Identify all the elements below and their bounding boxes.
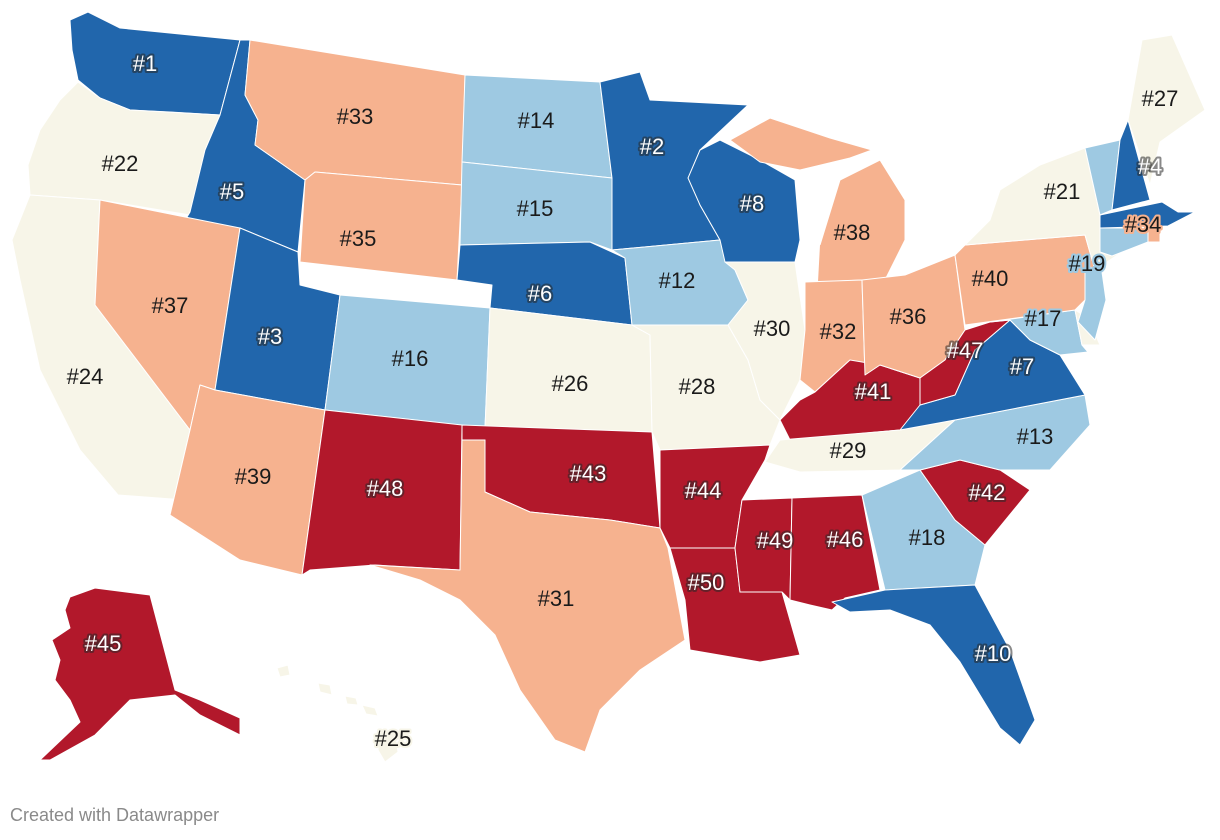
state-me[interactable] bbox=[1127, 34, 1206, 186]
rank-label-wv: #47 bbox=[947, 338, 984, 363]
rank-label-sc: #42 bbox=[969, 480, 1006, 505]
state-hi[interactable] bbox=[276, 664, 399, 763]
state-ma[interactable] bbox=[1099, 201, 1196, 229]
rank-label-ri: #34 bbox=[1125, 212, 1162, 237]
rank-label-mi: #38 bbox=[834, 220, 871, 245]
rank-label-md: #17 bbox=[1025, 306, 1062, 331]
rank-label-ca: #24 bbox=[67, 364, 104, 389]
rank-label-ny: #21 bbox=[1044, 179, 1081, 204]
rank-label-ky: #41 bbox=[855, 379, 892, 404]
rank-label-co: #16 bbox=[392, 346, 429, 371]
rank-label-fl: #10 bbox=[975, 641, 1012, 666]
rank-label-nd: #14 bbox=[518, 108, 555, 133]
rank-label-oh: #36 bbox=[890, 304, 927, 329]
rank-label-ms: #49 bbox=[757, 528, 794, 553]
state-nj[interactable] bbox=[1077, 264, 1107, 341]
rank-label-az: #39 bbox=[235, 464, 272, 489]
state-shapes bbox=[11, 11, 1206, 763]
rank-label-me: #27 bbox=[1142, 86, 1179, 111]
rank-label-va: #7 bbox=[1010, 354, 1034, 379]
rank-label-nc: #13 bbox=[1017, 424, 1054, 449]
rank-label-ks: #26 bbox=[552, 371, 589, 396]
rank-label-tx: #31 bbox=[538, 586, 575, 611]
rank-label-al: #46 bbox=[827, 527, 864, 552]
state-sd[interactable] bbox=[459, 161, 613, 251]
state-ak[interactable] bbox=[39, 587, 241, 761]
rank-label-nm: #48 bbox=[367, 476, 404, 501]
rank-label-nj: #19 bbox=[1069, 251, 1106, 276]
state-fl[interactable] bbox=[831, 584, 1036, 746]
rank-label-nv: #37 bbox=[152, 293, 189, 318]
state-or[interactable] bbox=[27, 81, 221, 216]
rank-label-mn: #2 bbox=[640, 134, 664, 159]
rank-label-il: #30 bbox=[754, 316, 791, 341]
us-choropleth-map: #1 #22 #5 #33 #35 #24 #37 #3 #39 #16 #48 #14 #15 #6 #2… bbox=[11, 11, 1206, 763]
rank-label-ga: #18 bbox=[909, 525, 946, 550]
state-tx[interactable] bbox=[369, 439, 686, 753]
state-il[interactable] bbox=[724, 261, 806, 421]
credit-footer[interactable]: Created with Datawrapper bbox=[10, 805, 220, 825]
rank-label-ia: #12 bbox=[659, 268, 696, 293]
rank-label-nh: #4 bbox=[1138, 154, 1162, 179]
state-ri[interactable] bbox=[1147, 227, 1161, 243]
rank-label-wy: #35 bbox=[340, 226, 377, 251]
rank-label-in: #32 bbox=[820, 319, 857, 344]
state-wi[interactable] bbox=[687, 139, 801, 263]
rank-label-ne: #6 bbox=[528, 281, 552, 306]
rank-label-id: #5 bbox=[220, 179, 244, 204]
rank-label-mo: #28 bbox=[679, 374, 716, 399]
rank-label-ut: #3 bbox=[258, 324, 282, 349]
rank-label-ar: #44 bbox=[685, 478, 722, 503]
rank-label-hi: #25 bbox=[375, 726, 412, 751]
rank-label-sd: #15 bbox=[517, 196, 554, 221]
state-nh[interactable] bbox=[1111, 119, 1151, 211]
rank-label-la: #50 bbox=[688, 570, 725, 595]
state-wy[interactable] bbox=[299, 171, 463, 281]
rank-label-ok: #43 bbox=[570, 461, 607, 486]
state-ct[interactable] bbox=[1099, 227, 1149, 257]
state-labels: #1 #22 #5 #33 #35 #24 #37 #3 #39 #16 #48 #14 #15 #6 #2… bbox=[65, 49, 1181, 753]
rank-label-or: #22 bbox=[102, 151, 139, 176]
rank-label-pa: #40 bbox=[972, 266, 1009, 291]
rank-label-wi: #8 bbox=[740, 191, 764, 216]
rank-label-mt: #33 bbox=[337, 104, 374, 129]
rank-label-wa: #1 bbox=[133, 51, 157, 76]
rank-label-ak: #45 bbox=[85, 631, 122, 656]
rank-label-tn: #29 bbox=[830, 438, 867, 463]
